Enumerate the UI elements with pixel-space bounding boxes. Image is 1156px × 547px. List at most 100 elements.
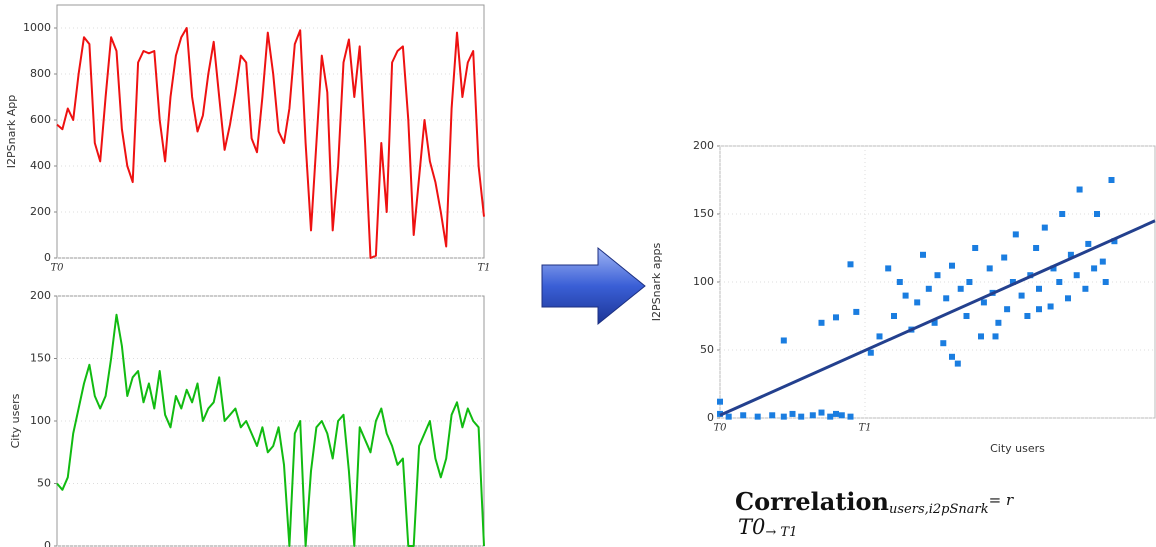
y-tick-label: 600 [30,113,51,126]
scatter-point [949,262,955,269]
arrow [541,246,646,326]
scatter-point [1094,211,1100,217]
scatter-point [853,308,860,315]
x-tick-label: T0 [50,263,64,274]
scatter-point [769,412,776,419]
scatter-point [1009,279,1016,285]
scatter-point [925,285,932,292]
y-axis-label: I2PSnark apps [650,243,663,322]
scatter-point [940,340,947,347]
plot-frame [719,145,1156,419]
scatter-point [754,413,761,420]
y-tick-label: 200 [693,139,714,152]
scatter-point [896,279,903,285]
scatter-point [740,412,747,419]
scatter-point [1076,186,1083,193]
scatter-point [833,410,839,417]
scatter-point [1041,224,1048,231]
y-tick-label: 400 [30,159,51,172]
formula-to: → T1 [765,525,797,540]
scatter-point [954,360,961,367]
scatter-point [818,319,825,326]
scatter-point [934,272,941,279]
scatter-point [833,314,839,321]
y-tick-label: 50 [37,477,51,490]
formula-subscript: users,i2pSnark [889,502,989,517]
scatter-point [876,333,883,340]
y-tick-label: 0 [44,539,51,547]
scatter-point [1004,306,1011,313]
scatter-point [1059,211,1066,217]
y-tick-label: 150 [30,352,51,365]
formula-line: T0→ T1 [738,515,797,540]
y-tick-label: 150 [693,207,714,220]
formula-rhs: = r [989,491,1014,509]
scatter-point [966,279,973,285]
line-series [56,27,485,259]
scatter-point [1047,303,1054,310]
scatter-point [780,337,787,344]
scatter-point [1012,231,1019,238]
scatter-point [717,398,723,405]
scatter-point [885,265,892,272]
scatter-point [980,299,987,306]
scatter-point [943,295,950,302]
scatter-point [1018,292,1025,299]
scatter-point [1091,265,1098,272]
scatter-point [1001,254,1008,261]
scatter-point [1108,177,1115,183]
scatter-point [780,413,787,420]
scatter-point [949,353,955,360]
scatter-point [957,285,964,292]
scatter-point [1065,295,1071,302]
x-tick-label: T1 [477,263,490,274]
x-axis-label: City users [990,442,1045,455]
scatter-point [818,409,825,416]
scatter-point [972,245,979,251]
y-tick-label: 0 [44,251,51,264]
scatter-point [891,313,897,319]
scatter-point [867,349,874,356]
formula-from: T0 [738,515,765,539]
scatter-point [902,292,909,299]
scatter-point [995,319,1002,326]
x-tick-label: T1 [858,423,871,434]
scatter-point [931,319,938,326]
formula-line: Correlationusers,i2pSnark= r [735,487,1014,517]
scatter-point [986,265,993,272]
scatter-point [978,333,984,340]
scatter-point [914,299,921,306]
scatter-point [1056,279,1063,285]
scatter-point [1024,313,1031,319]
scatter-point [827,413,834,420]
scatter-point [920,251,926,258]
scatter-point [847,261,854,268]
scatter-point [1085,240,1092,247]
scatter-point [838,412,845,419]
y-tick-label: 100 [30,414,51,427]
fit-line [719,219,1156,417]
scatter-point [1050,265,1057,272]
y-tick-label: 0 [707,411,714,424]
scatter-point [963,313,970,319]
y-tick-label: 100 [693,275,714,288]
scatter-point [789,410,796,417]
scatter-point [1082,285,1089,292]
scatter-point [1099,258,1106,265]
y-tick-label: 1000 [23,21,51,34]
scatter-point [1073,272,1080,279]
y-axis-label: City users [9,393,22,448]
y-tick-label: 50 [700,343,714,356]
y-tick-label: 200 [30,205,51,218]
scatter-point [809,412,816,419]
plot-frame [56,4,485,259]
scatter-point [1067,251,1074,258]
scatter-point [1036,306,1042,313]
scatter-point [847,413,854,420]
x-tick-label: T0 [713,423,727,434]
y-tick-label: 200 [30,289,51,302]
scatter-point [1033,245,1040,251]
scatter-point [725,413,732,420]
